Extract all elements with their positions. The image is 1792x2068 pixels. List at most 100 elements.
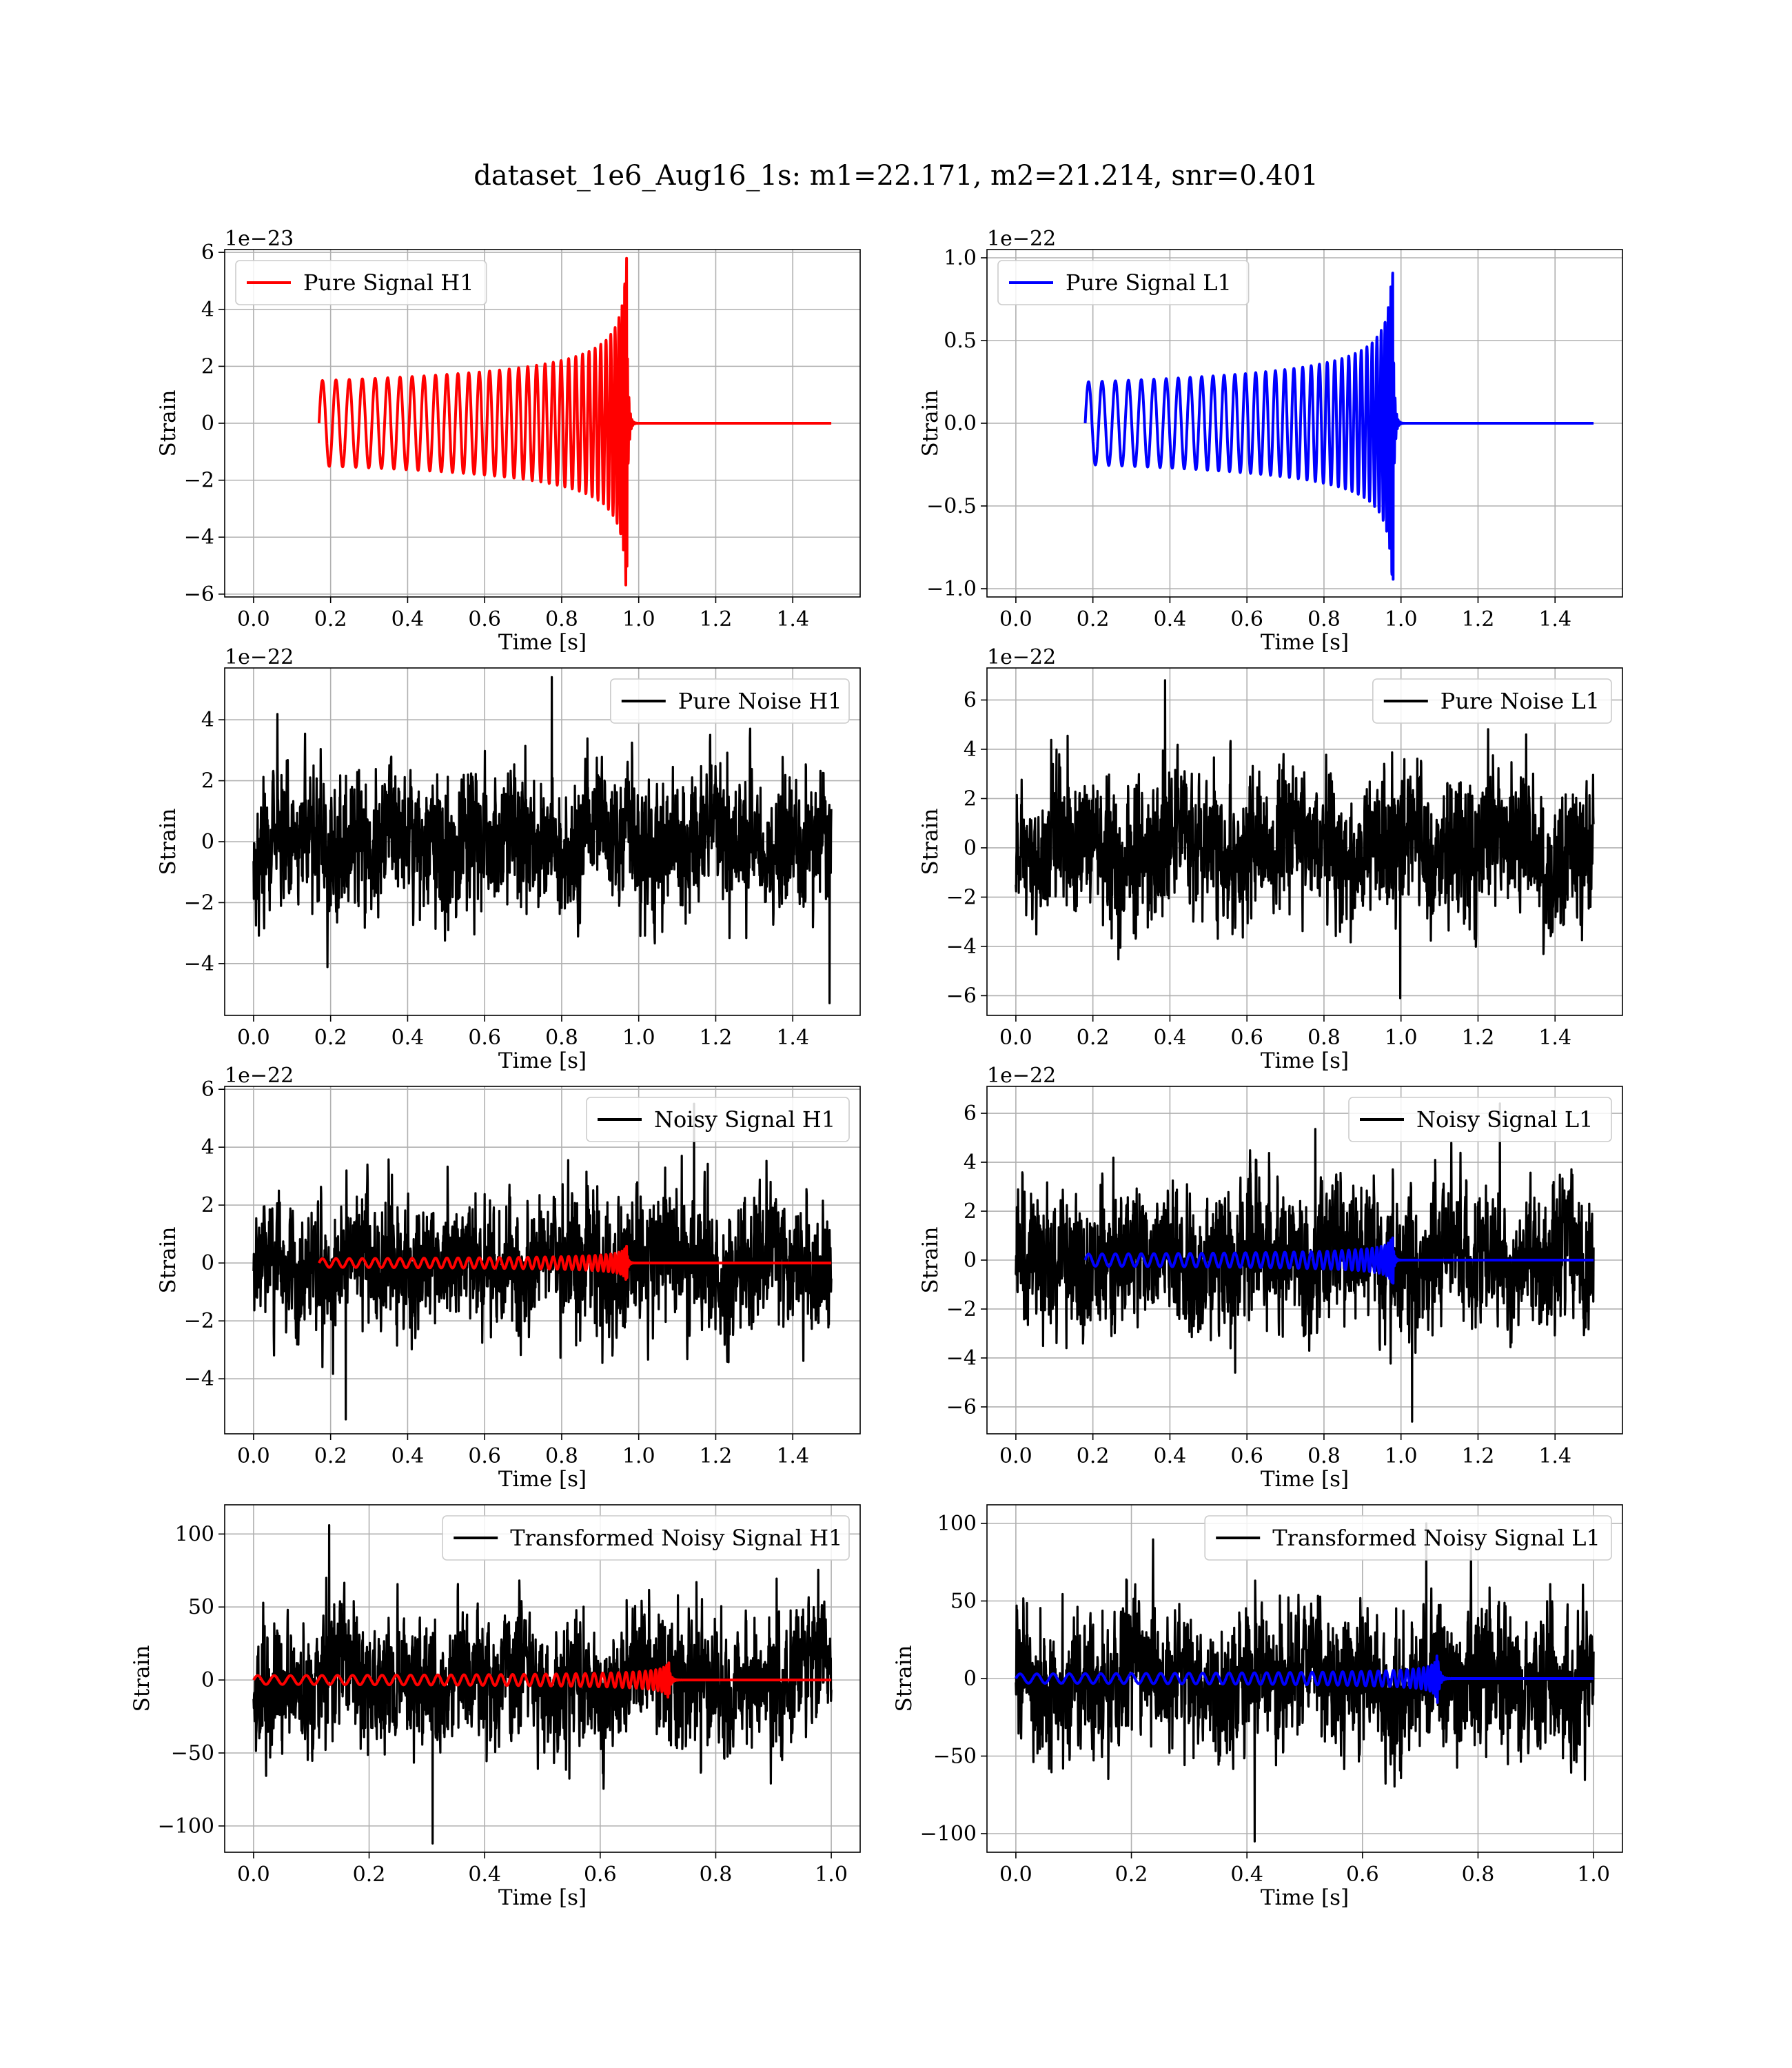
x-tick-label: 0.0 bbox=[999, 1026, 1032, 1050]
series-chirp-line bbox=[1015, 1654, 1595, 1704]
x-tick-label: 0.8 bbox=[1307, 1026, 1341, 1050]
y-tick-label: 0.5 bbox=[944, 329, 977, 353]
legend-box bbox=[1372, 678, 1612, 724]
x-tick-label: 0.4 bbox=[1154, 1444, 1187, 1468]
y-tick-label: 0 bbox=[964, 1248, 977, 1273]
legend-label: Noisy Signal H1 bbox=[654, 1106, 835, 1133]
y-tick-label: 50 bbox=[188, 1595, 214, 1619]
y-axis-label: Strain bbox=[156, 809, 181, 875]
x-axis-label: Time [s] bbox=[1261, 1885, 1349, 1910]
x-tick-label: 0.4 bbox=[391, 1026, 425, 1050]
y-tick-label: 2 bbox=[201, 769, 214, 793]
x-tick-label: 0.6 bbox=[584, 1863, 617, 1887]
x-tick-label: 0.6 bbox=[468, 607, 501, 631]
series-group bbox=[1083, 272, 1595, 581]
x-tick-label: 1.2 bbox=[1462, 607, 1495, 631]
subplot-grid: 0.0 0.2 0.4 0.6 0.8 1.0 1.2 1.4 −6 −4 −2 0 2 4 6 Time [… bbox=[130, 227, 1623, 1910]
legend-box bbox=[1204, 1515, 1612, 1561]
x-tick-label: 1.0 bbox=[622, 607, 655, 631]
x-axis-label: Time [s] bbox=[1261, 1467, 1349, 1492]
x-tick-label: 0.8 bbox=[1307, 607, 1341, 631]
series-group bbox=[317, 256, 833, 587]
legend-box bbox=[609, 678, 850, 724]
y-tick-label: −2 bbox=[184, 469, 214, 493]
x-tick-label: 0.0 bbox=[999, 607, 1032, 631]
subplot-pure-noise-l1: 0.0 0.2 0.4 0.6 0.8 1.0 1.2 1.4 −6 −4 −2 0 2 4 6 Time [… bbox=[918, 645, 1623, 1073]
y-tick-label: −2 bbox=[946, 1297, 977, 1321]
y-axis-label: Strain bbox=[892, 1645, 917, 1712]
legend-label: Transformed Noisy Signal L1 bbox=[1272, 1525, 1600, 1551]
y-axis-label: Strain bbox=[130, 1645, 154, 1712]
series-pure-signal-l1 bbox=[1083, 272, 1595, 581]
x-tick-label: 0.6 bbox=[468, 1444, 501, 1468]
y-tick-label: 6 bbox=[201, 1077, 214, 1102]
y-offset-text: 1e−22 bbox=[987, 645, 1056, 669]
series-noise-line bbox=[1015, 1522, 1595, 1843]
legend-label: Pure Signal H1 bbox=[303, 270, 474, 296]
x-axis-label: Time [s] bbox=[498, 1467, 587, 1492]
legend: Transformed Noisy Signal H1 bbox=[442, 1515, 850, 1561]
legend-box bbox=[442, 1515, 850, 1561]
x-tick-label: 1.0 bbox=[1577, 1863, 1610, 1887]
x-tick-label: 0.0 bbox=[237, 1026, 270, 1050]
y-tick-label: 2 bbox=[964, 787, 977, 811]
x-tick-label: 0.4 bbox=[1154, 607, 1187, 631]
x-tick-label: 0.0 bbox=[237, 1863, 270, 1887]
series-group bbox=[252, 676, 833, 1004]
y-tick-label: 6 bbox=[964, 688, 977, 712]
x-tick-label: 0.6 bbox=[1230, 1026, 1263, 1050]
figure-title: dataset_1e6_Aug16_1s: m1=22.171, m2=21.2… bbox=[474, 160, 1318, 192]
x-tick-label: 0.0 bbox=[999, 1444, 1032, 1468]
series-group bbox=[1015, 679, 1595, 1000]
legend: Pure Noise L1 bbox=[1372, 678, 1612, 724]
axes-frame bbox=[224, 1504, 861, 1853]
series-group bbox=[1015, 1102, 1595, 1423]
y-tick-label: 0 bbox=[201, 1668, 214, 1692]
y-tick-label: 100 bbox=[175, 1522, 214, 1546]
y-axis-label: Strain bbox=[918, 809, 943, 875]
x-tick-label: 0.8 bbox=[545, 1026, 578, 1050]
x-tick-label: 1.0 bbox=[1385, 1444, 1418, 1468]
y-offset-text: 1e−22 bbox=[987, 227, 1056, 251]
x-tick-label: 0.4 bbox=[1154, 1026, 1187, 1050]
y-axis-label: Strain bbox=[156, 1227, 181, 1294]
y-axis-label: Strain bbox=[918, 390, 943, 457]
legend: Pure Noise H1 bbox=[609, 678, 850, 724]
legend-label: Pure Noise L1 bbox=[1440, 688, 1600, 714]
x-tick-label: 0.4 bbox=[391, 607, 425, 631]
x-tick-label: 1.2 bbox=[1462, 1026, 1495, 1050]
y-tick-label: −4 bbox=[946, 1346, 977, 1370]
y-tick-label: 0 bbox=[201, 412, 214, 436]
legend-label: Pure Signal L1 bbox=[1066, 270, 1232, 296]
x-tick-label: 0.2 bbox=[1077, 1444, 1110, 1468]
x-axis-label: Time [s] bbox=[1261, 1048, 1349, 1073]
y-tick-label: 4 bbox=[201, 298, 214, 322]
series-pure-noise-l1 bbox=[1015, 679, 1595, 1000]
series-noise-line bbox=[252, 1102, 833, 1421]
y-tick-label: −2 bbox=[184, 1309, 214, 1333]
x-tick-label: 1.2 bbox=[700, 1026, 733, 1050]
x-tick-label: 0.8 bbox=[1462, 1863, 1495, 1887]
x-tick-label: 0.6 bbox=[1230, 1444, 1263, 1468]
x-tick-label: 1.4 bbox=[776, 607, 809, 631]
x-tick-label: 0.2 bbox=[314, 1026, 347, 1050]
series-pure-signal-h1 bbox=[317, 256, 833, 587]
x-tick-label: 1.4 bbox=[1538, 1444, 1571, 1468]
y-tick-label: 50 bbox=[950, 1590, 977, 1614]
y-tick-label: 4 bbox=[201, 708, 214, 732]
y-tick-label: 0.0 bbox=[944, 412, 977, 436]
legend: Transformed Noisy Signal L1 bbox=[1204, 1515, 1612, 1561]
x-tick-label: 0.2 bbox=[1115, 1863, 1148, 1887]
x-tick-label: 0.8 bbox=[700, 1863, 733, 1887]
y-tick-label: 2 bbox=[201, 354, 214, 378]
subplot-transformed-noisy-signal-l1: 0.0 0.2 0.4 0.6 0.8 1.0 −100 −50 0 50 100 Time [s] S… bbox=[892, 1504, 1623, 1910]
x-axis-label: Time [s] bbox=[498, 630, 587, 655]
y-tick-label: −4 bbox=[946, 935, 977, 959]
axes-frame bbox=[224, 1086, 861, 1435]
y-tick-label: −6 bbox=[946, 1395, 977, 1419]
y-axis-label: Strain bbox=[156, 390, 181, 457]
y-tick-label: 0 bbox=[964, 1667, 977, 1691]
x-tick-label: 1.2 bbox=[1462, 1444, 1495, 1468]
y-tick-label: 0 bbox=[964, 836, 977, 860]
x-tick-label: 0.6 bbox=[1230, 607, 1263, 631]
